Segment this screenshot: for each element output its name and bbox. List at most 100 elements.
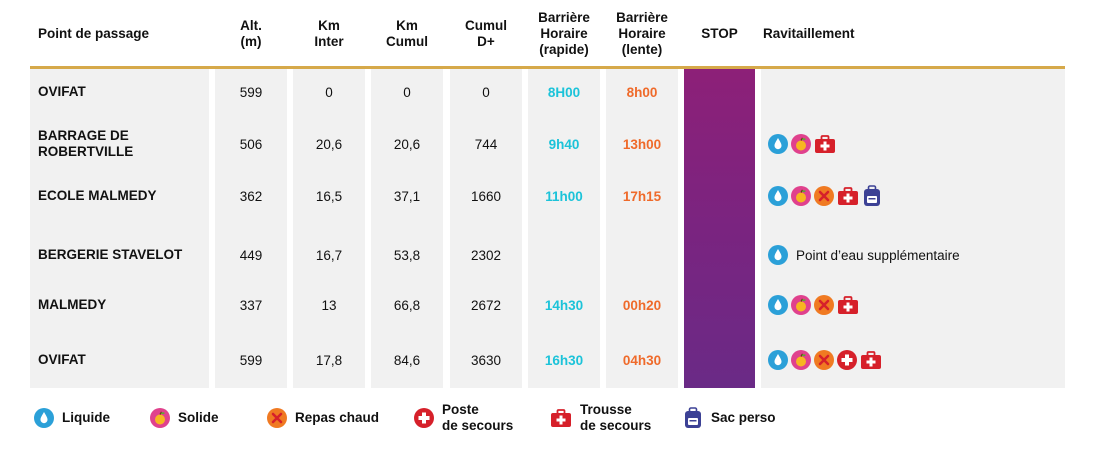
table-header: Point de passage Alt. (m) Km Inter Km Cu… bbox=[0, 0, 1096, 68]
apple-icon bbox=[791, 134, 811, 154]
waypoint-name: BERGERIE STAVELOT bbox=[38, 247, 183, 262]
cumul-d-value: 1660 bbox=[470, 188, 502, 204]
legend: Liquide Solide Repas chaud Poste de secours… bbox=[0, 398, 1096, 438]
header-altitude: Alt. (m) bbox=[240, 18, 262, 49]
barriere-rapide-value: 16h30 bbox=[544, 352, 584, 368]
cumul-d-value: 2672 bbox=[470, 297, 502, 313]
table-row: BERGERIE STAVELOT 449 16,7 53,8 2302 Point d’… bbox=[0, 229, 1096, 281]
km-cumul-value: 20,6 bbox=[393, 136, 421, 152]
apple-icon bbox=[150, 408, 170, 428]
legend-label: Liquide bbox=[62, 410, 110, 425]
barriere-lente-value: 13h00 bbox=[622, 136, 662, 152]
column-bg-cumul-d bbox=[450, 69, 522, 388]
legend-label: Repas chaud bbox=[295, 410, 380, 425]
column-bg-km-cumul bbox=[371, 69, 443, 388]
first-aid-kit-icon bbox=[837, 295, 859, 315]
drop-icon bbox=[768, 350, 788, 370]
km-inter-value: 0 bbox=[325, 84, 333, 100]
waypoint-name: OVIFAT bbox=[38, 352, 86, 367]
first-aid-kit-icon bbox=[837, 186, 859, 206]
drop-icon bbox=[34, 408, 54, 428]
legend-item: Liquide bbox=[34, 398, 110, 438]
column-bg-alt bbox=[215, 69, 287, 388]
cumul-d-value: 3630 bbox=[470, 352, 502, 368]
barriere-lente-value: 8h00 bbox=[626, 84, 658, 100]
column-bg-km-inter bbox=[293, 69, 365, 388]
km-cumul-value: 66,8 bbox=[393, 297, 421, 313]
first-aid-kit-icon bbox=[860, 350, 882, 370]
cumul-d-value: 0 bbox=[482, 84, 490, 100]
header-ravitaillement: Ravitaillement bbox=[763, 26, 855, 41]
cumul-d-value: 744 bbox=[474, 136, 498, 152]
header-stop: STOP bbox=[701, 26, 738, 41]
table-row: OVIFAT 599 17,8 84,6 3630 16h30 04h30 bbox=[0, 334, 1096, 386]
altitude-value: 337 bbox=[239, 297, 263, 313]
km-cumul-value: 37,1 bbox=[393, 188, 421, 204]
backpack-icon bbox=[683, 407, 703, 429]
cumul-d-value: 2302 bbox=[470, 247, 502, 263]
apple-icon bbox=[791, 350, 811, 370]
legend-item: Solide bbox=[150, 398, 219, 438]
km-inter-value: 20,6 bbox=[315, 136, 343, 152]
ravitaillement-icons bbox=[768, 279, 859, 331]
altitude-value: 599 bbox=[239, 352, 263, 368]
km-cumul-value: 0 bbox=[403, 84, 411, 100]
header-barriere-lente: Barrière Horaire (lente) bbox=[616, 10, 668, 57]
first-aid-cross-icon bbox=[837, 350, 857, 370]
stop-column-bar bbox=[684, 69, 755, 388]
legend-item: Trousse de secours bbox=[550, 398, 651, 438]
km-cumul-value: 53,8 bbox=[393, 247, 421, 263]
column-bg-lente bbox=[606, 69, 678, 388]
altitude-value: 362 bbox=[239, 188, 263, 204]
apple-icon bbox=[791, 295, 811, 315]
first-aid-cross-icon bbox=[414, 408, 434, 428]
waypoint-name: MALMEDY bbox=[38, 297, 107, 312]
km-inter-value: 16,7 bbox=[315, 247, 343, 263]
column-bg-rapide bbox=[528, 69, 600, 388]
first-aid-kit-icon bbox=[550, 408, 572, 428]
drop-icon bbox=[768, 134, 788, 154]
drop-icon bbox=[768, 295, 788, 315]
cutlery-icon bbox=[814, 350, 834, 370]
ravitaillement-icons: Point d’eau supplémentaire bbox=[768, 229, 960, 281]
legend-label: Trousse de secours bbox=[580, 402, 652, 433]
header-km-cumul: Km Cumul bbox=[386, 18, 428, 49]
waypoint-name: OVIFAT bbox=[38, 84, 86, 99]
header-barriere-rapide: Barrière Horaire (rapide) bbox=[538, 10, 590, 57]
altitude-value: 449 bbox=[239, 247, 263, 263]
barriere-rapide-value bbox=[528, 229, 600, 281]
barriere-rapide-value: 9h40 bbox=[548, 136, 580, 152]
waypoint-name: BARRAGE DE ROBERTVILLE bbox=[38, 128, 134, 159]
drop-icon bbox=[768, 245, 788, 265]
ravitaillement-icons bbox=[768, 118, 836, 170]
km-inter-value: 13 bbox=[321, 297, 337, 313]
altitude-value: 506 bbox=[239, 136, 263, 152]
legend-item: Poste de secours bbox=[414, 398, 513, 438]
header-point-de-passage: Point de passage bbox=[38, 26, 150, 41]
legend-label: Poste de secours bbox=[442, 402, 514, 433]
table-row: MALMEDY 337 13 66,8 2672 14h30 00h20 bbox=[0, 279, 1096, 331]
km-inter-value: 16,5 bbox=[315, 188, 343, 204]
ravitaillement-note: Point d’eau supplémentaire bbox=[796, 247, 960, 263]
first-aid-kit-icon bbox=[814, 134, 836, 154]
header-cumul-d-plus: Cumul D+ bbox=[465, 18, 507, 49]
km-cumul-value: 84,6 bbox=[393, 352, 421, 368]
barriere-lente-value: 04h30 bbox=[622, 352, 662, 368]
altitude-value: 599 bbox=[239, 84, 263, 100]
cutlery-icon bbox=[267, 408, 287, 428]
legend-item: Sac perso bbox=[683, 398, 776, 438]
header-divider bbox=[30, 66, 1065, 69]
barriere-rapide-value: 8H00 bbox=[547, 84, 581, 100]
barriere-lente-value bbox=[606, 229, 678, 281]
barriere-rapide-value: 14h30 bbox=[544, 297, 584, 313]
barriere-lente-value: 00h20 bbox=[622, 297, 662, 313]
column-bg-ravitaillement bbox=[761, 69, 1065, 388]
table-row: OVIFAT 599 0 0 0 8H00 8h00 bbox=[0, 66, 1096, 118]
cutlery-icon bbox=[814, 295, 834, 315]
waypoint-name: ECOLE MALMEDY bbox=[38, 188, 157, 203]
cutlery-icon bbox=[814, 186, 834, 206]
barriere-rapide-value: 11h00 bbox=[545, 188, 583, 204]
table-row: BARRAGE DE ROBERTVILLE 506 20,6 20,6 744 9h40… bbox=[0, 118, 1096, 170]
header-km-inter: Km Inter bbox=[314, 18, 344, 49]
barriere-lente-value: 17h15 bbox=[622, 188, 662, 204]
